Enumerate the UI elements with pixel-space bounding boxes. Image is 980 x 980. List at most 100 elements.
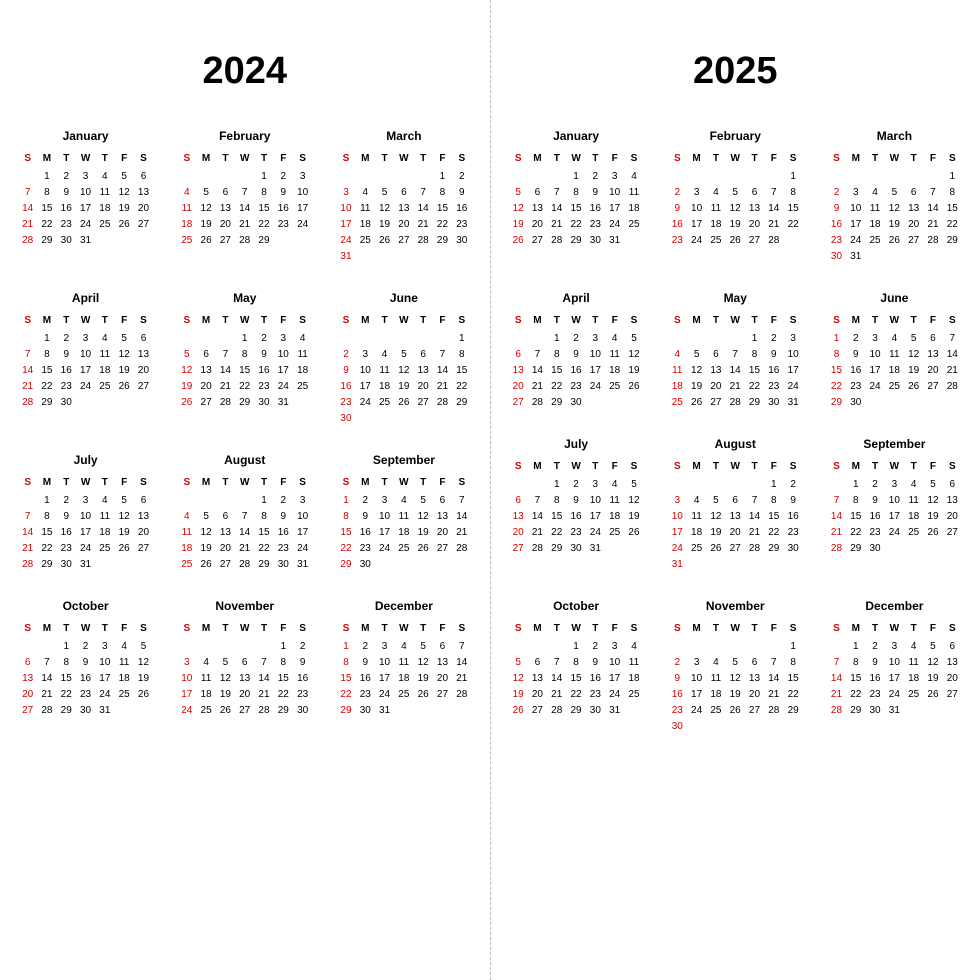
day-cell: 28 xyxy=(764,703,783,719)
day-cell: 2 xyxy=(356,639,375,655)
day-header: F xyxy=(764,621,783,639)
day-cell: 13 xyxy=(706,363,725,379)
day-cell-empty xyxy=(624,541,643,557)
day-cell: 14 xyxy=(414,201,433,217)
day-cell: 15 xyxy=(452,363,471,379)
day-cell-empty xyxy=(356,411,375,427)
day-cell: 24 xyxy=(586,379,605,395)
day-header: S xyxy=(943,313,962,331)
day-cell: 9 xyxy=(57,347,76,363)
day-cell: 9 xyxy=(254,347,273,363)
day-header: M xyxy=(687,151,706,169)
day-cell: 12 xyxy=(375,201,394,217)
day-header: F xyxy=(605,313,624,331)
day-cell: 7 xyxy=(452,493,471,509)
day-cell: 15 xyxy=(37,525,56,541)
day-cell: 19 xyxy=(923,509,942,525)
day-header: M xyxy=(846,459,865,477)
day-header: F xyxy=(605,151,624,169)
month-block: AprilSMTWTFS1234567891011121314151617181… xyxy=(18,291,153,427)
day-cell: 7 xyxy=(216,347,235,363)
day-cell-empty xyxy=(827,639,846,655)
day-cell: 26 xyxy=(726,703,745,719)
day-cell: 29 xyxy=(452,395,471,411)
day-cell: 4 xyxy=(293,331,312,347)
day-cell: 21 xyxy=(528,525,547,541)
day-cell-empty xyxy=(885,395,904,411)
day-cell-empty xyxy=(943,703,962,719)
day-cell-empty xyxy=(177,493,196,509)
day-cell-empty xyxy=(433,331,452,347)
month-table: SMTWTFS123456789101112131415161718192021… xyxy=(827,313,962,411)
day-cell-empty xyxy=(114,233,133,249)
day-cell: 20 xyxy=(726,525,745,541)
day-cell: 29 xyxy=(235,395,254,411)
day-header: F xyxy=(923,621,942,639)
day-header: W xyxy=(394,151,413,169)
day-cell: 28 xyxy=(37,703,56,719)
day-header: T xyxy=(745,313,764,331)
day-cell-empty xyxy=(586,395,605,411)
day-cell: 8 xyxy=(566,185,585,201)
day-cell-empty xyxy=(547,639,566,655)
day-cell-empty xyxy=(452,557,471,573)
day-cell: 28 xyxy=(547,233,566,249)
day-cell: 21 xyxy=(547,217,566,233)
day-cell: 3 xyxy=(605,639,624,655)
day-cell: 24 xyxy=(177,703,196,719)
day-header: W xyxy=(566,313,585,331)
day-cell: 31 xyxy=(668,557,687,573)
day-cell-empty xyxy=(196,493,215,509)
day-header: W xyxy=(394,621,413,639)
month-name: February xyxy=(219,129,270,143)
day-cell: 31 xyxy=(336,249,355,265)
day-cell: 28 xyxy=(433,395,452,411)
day-cell: 14 xyxy=(235,201,254,217)
day-cell: 7 xyxy=(547,655,566,671)
day-cell: 18 xyxy=(605,509,624,525)
day-header: T xyxy=(95,313,114,331)
day-header: T xyxy=(586,151,605,169)
day-cell: 10 xyxy=(293,185,312,201)
day-cell-empty xyxy=(687,639,706,655)
day-cell: 15 xyxy=(846,671,865,687)
day-cell: 25 xyxy=(706,703,725,719)
day-cell: 18 xyxy=(394,525,413,541)
day-cell: 1 xyxy=(254,169,273,185)
day-cell: 27 xyxy=(745,233,764,249)
day-header: M xyxy=(356,313,375,331)
day-cell: 10 xyxy=(687,201,706,217)
day-cell: 17 xyxy=(95,671,114,687)
day-cell: 23 xyxy=(57,217,76,233)
day-cell: 22 xyxy=(846,525,865,541)
day-header: M xyxy=(356,475,375,493)
day-cell-empty xyxy=(706,169,725,185)
day-cell-empty xyxy=(528,639,547,655)
day-cell: 15 xyxy=(745,363,764,379)
day-cell: 21 xyxy=(235,217,254,233)
day-header: S xyxy=(668,313,687,331)
month-name: June xyxy=(880,291,908,305)
day-cell-empty xyxy=(18,493,37,509)
day-cell-empty xyxy=(668,169,687,185)
day-header: T xyxy=(414,621,433,639)
day-cell: 12 xyxy=(726,201,745,217)
day-cell: 15 xyxy=(547,363,566,379)
day-cell: 1 xyxy=(764,477,783,493)
year-title: 2025 xyxy=(693,50,778,93)
day-cell-empty xyxy=(865,249,884,265)
day-cell: 26 xyxy=(114,379,133,395)
day-header: W xyxy=(76,313,95,331)
day-header: M xyxy=(356,621,375,639)
day-cell: 30 xyxy=(76,703,95,719)
day-cell: 23 xyxy=(356,541,375,557)
day-cell: 1 xyxy=(336,639,355,655)
day-cell: 11 xyxy=(706,671,725,687)
day-cell: 2 xyxy=(452,169,471,185)
day-cell: 13 xyxy=(509,509,528,525)
day-cell: 28 xyxy=(216,395,235,411)
month-name: December xyxy=(865,599,923,613)
day-cell: 4 xyxy=(706,185,725,201)
day-header: S xyxy=(177,313,196,331)
day-header: T xyxy=(904,151,923,169)
